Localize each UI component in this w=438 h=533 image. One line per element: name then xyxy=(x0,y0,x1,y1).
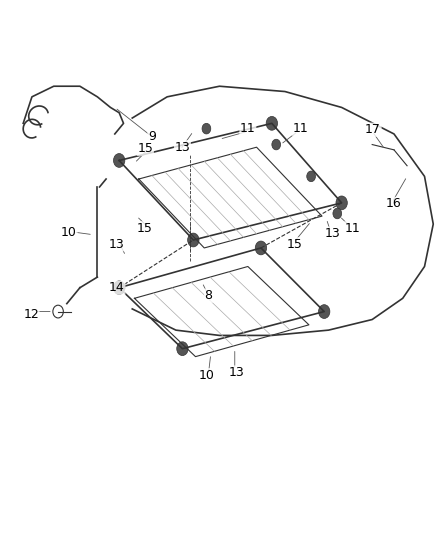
Text: 15: 15 xyxy=(136,222,152,235)
Circle shape xyxy=(271,139,280,150)
Text: 11: 11 xyxy=(292,122,307,135)
Text: 8: 8 xyxy=(204,289,212,302)
Text: 9: 9 xyxy=(148,130,155,143)
Circle shape xyxy=(332,208,341,219)
Text: 13: 13 xyxy=(109,238,124,251)
Text: 15: 15 xyxy=(137,142,153,155)
Text: 10: 10 xyxy=(198,369,214,382)
Text: 10: 10 xyxy=(61,225,77,239)
Text: 17: 17 xyxy=(364,123,380,136)
Circle shape xyxy=(113,154,124,167)
Text: 11: 11 xyxy=(344,222,360,235)
Circle shape xyxy=(265,116,277,130)
Text: 13: 13 xyxy=(174,141,190,154)
Text: 15: 15 xyxy=(286,238,302,251)
Text: 13: 13 xyxy=(324,227,340,240)
Circle shape xyxy=(201,123,210,134)
Circle shape xyxy=(187,233,198,247)
Circle shape xyxy=(335,196,346,210)
Text: 16: 16 xyxy=(385,197,400,211)
Text: 11: 11 xyxy=(240,122,255,135)
Circle shape xyxy=(318,305,329,318)
Text: 14: 14 xyxy=(109,281,124,294)
Text: 12: 12 xyxy=(23,308,39,321)
Circle shape xyxy=(306,171,315,182)
Circle shape xyxy=(177,342,187,356)
Circle shape xyxy=(113,281,124,295)
Text: 13: 13 xyxy=(228,366,244,379)
Circle shape xyxy=(254,241,266,255)
